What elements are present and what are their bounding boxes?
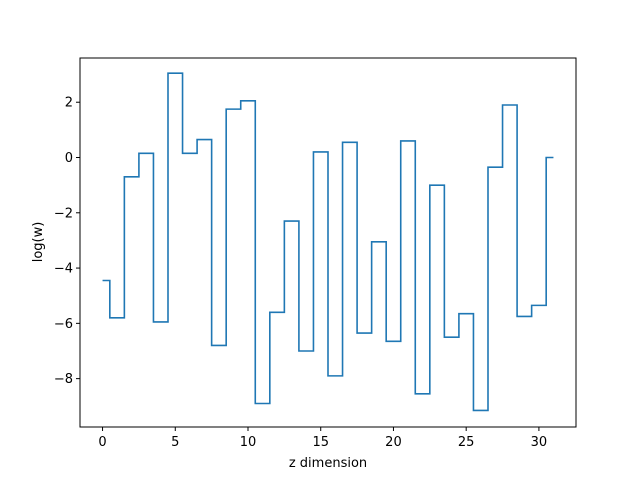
- x-tick-label: 0: [98, 435, 106, 450]
- y-axis-label: log(w): [31, 222, 46, 263]
- y-tick-label: 0: [65, 151, 73, 166]
- x-tick-label: 5: [171, 435, 179, 450]
- x-axis-label: z dimension: [289, 456, 367, 471]
- x-tick-label: 15: [312, 435, 329, 450]
- x-tick-label: 30: [531, 435, 548, 450]
- x-tick-label: 10: [240, 435, 257, 450]
- axes-frame: [79, 57, 577, 428]
- x-tick-label: 20: [385, 435, 402, 450]
- x-axis-ticks: 0 5 10 15 20 25 30: [98, 427, 547, 450]
- y-axis-ticks: −8 −6 −4 −2 0 2: [54, 96, 80, 387]
- series-line-0: [102, 72, 554, 412]
- y-tick-label: −4: [54, 262, 73, 277]
- x-tick-label: 25: [458, 435, 475, 450]
- plot-area: [102, 72, 554, 412]
- y-tick-label: 2: [65, 96, 73, 111]
- y-tick-label: −2: [54, 206, 73, 221]
- y-tick-label: −6: [54, 317, 73, 332]
- y-tick-label: −8: [54, 372, 73, 387]
